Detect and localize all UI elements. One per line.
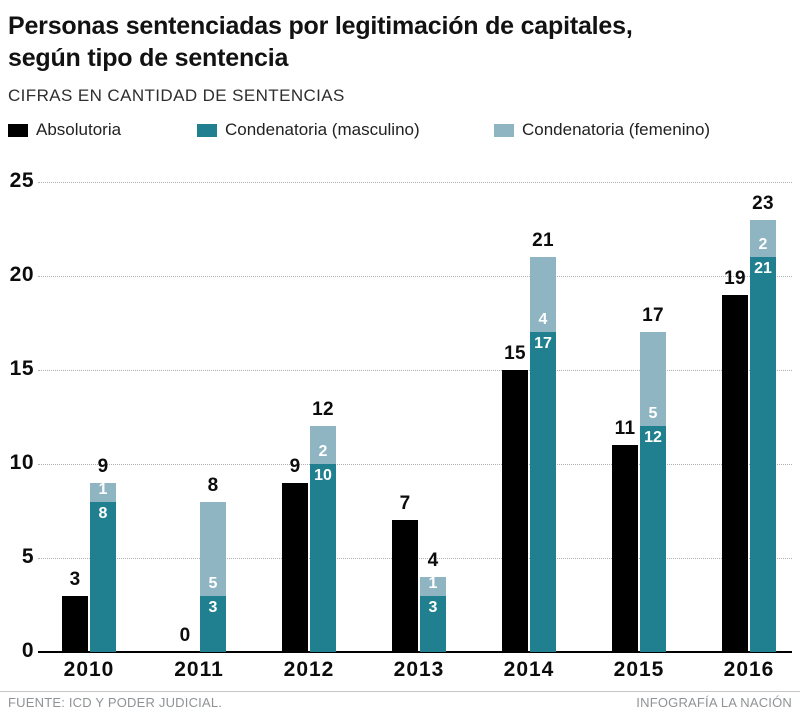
segment-label-femenino-2015: 5 [648,405,658,423]
value-label-total-2014: 21 [532,230,554,252]
segment-label-masculino-2013: 3 [428,598,438,616]
value-label-absolutoria-2010: 3 [69,568,81,590]
segment-label-masculino-2015: 12 [644,429,662,447]
x-axis-category-label-2014: 2014 [503,658,555,681]
bar-segment-femenino-2016 [750,219,776,258]
y-axis-tick-label-20: 20 [9,263,34,286]
legend-label-condenatoria-masculino: Condenatoria (masculino) [225,120,420,139]
value-label-absolutoria-2015: 11 [614,418,636,440]
page-title-line1: Personas sentenciadas por legitimación d… [8,12,633,40]
legend-item-condenatoria-femenino: Condenatoria (femenino) [494,120,711,139]
bar-segment-masculino-2013 [420,595,446,652]
value-label-total-2015: 17 [642,305,664,327]
page-title: Personas sentenciadas por legitimación d… [8,10,792,74]
value-label-absolutoria-2013: 7 [399,493,411,515]
y-axis-tick-label-15: 15 [9,357,34,380]
value-label-total-2016: 23 [752,192,774,214]
segment-label-masculino-2014: 17 [534,335,552,353]
legend-label-condenatoria-femenino: Condenatoria (femenino) [522,120,711,139]
segment-label-femenino-2012: 2 [318,443,328,460]
legend-item-condenatoria-masculino: Condenatoria (masculino) [197,120,420,139]
bar-segment-masculino-2015 [640,426,666,652]
segment-label-masculino-2010: 8 [98,504,108,522]
value-label-total-2010: 9 [97,455,109,477]
bar-segment-masculino-2016 [750,257,776,652]
value-label-absolutoria-2011: 0 [179,625,191,646]
footer-credit: INFOGRAFÍA LA NACIÓN [636,695,792,710]
bar-absolutoria-2012 [282,482,308,652]
y-axis-tick-label-0: 0 [21,639,34,662]
bar-segment-femenino-2014 [530,257,556,333]
value-label-absolutoria-2012: 9 [289,455,301,477]
legend-swatch-condenatoria-masculino [197,123,217,137]
gridline-y15 [38,370,792,371]
x-axis-category-label-2015: 2015 [613,658,665,681]
value-label-total-2012: 12 [312,399,334,421]
value-label-total-2013: 4 [427,549,439,571]
value-label-absolutoria-2014: 15 [504,343,526,364]
bar-segment-femenino-2010 [90,482,116,502]
value-label-absolutoria-2016: 19 [724,267,746,289]
bar-segment-masculino-2014 [530,332,556,652]
bar-segment-masculino-2010 [90,501,116,652]
gridline-y10 [38,464,792,465]
chart-subtitle: CIFRAS EN CANTIDAD DE SENTENCIAS [8,86,345,105]
y-axis-tick-label-10: 10 [9,451,34,474]
segment-label-masculino-2016: 21 [754,260,772,278]
footer-source: FUENTE: ICD Y PODER JUDICIAL. [8,695,223,710]
bar-segment-masculino-2011 [200,595,226,652]
segment-label-femenino-2011: 5 [208,574,218,592]
x-axis-line [38,651,792,653]
page-title-line2: según tipo de sentencia [8,44,289,72]
gridline-y20 [38,276,792,277]
bar-segment-femenino-2012 [310,426,336,464]
segment-label-masculino-2011: 3 [208,598,218,616]
x-axis-category-label-2012: 2012 [283,658,335,681]
y-axis-tick-label-5: 5 [21,545,34,568]
bar-segment-femenino-2013 [420,576,446,596]
bar-absolutoria-2014 [502,370,528,652]
footer-divider [0,691,800,692]
value-label-total-2011: 8 [207,474,219,496]
bar-absolutoria-2016 [722,294,748,652]
legend-swatch-condenatoria-femenino [494,123,514,137]
bar-absolutoria-2013 [392,520,418,652]
bar-segment-femenino-2011 [200,501,226,596]
x-axis-category-label-2010: 2010 [63,658,115,681]
segment-label-femenino-2010: 1 [98,480,108,498]
segment-label-femenino-2016: 2 [758,236,768,254]
segment-label-masculino-2012: 10 [314,467,332,484]
bar-segment-femenino-2015 [640,332,666,427]
x-axis-category-label-2013: 2013 [393,658,445,681]
segment-label-femenino-2013: 1 [428,574,438,592]
legend-label-absolutoria: Absolutoria [36,120,122,139]
legend-item-absolutoria: Absolutoria [8,120,122,139]
x-axis-category-label-2016: 2016 [723,658,775,681]
segment-label-femenino-2014: 4 [538,311,548,329]
gridline-y25 [38,182,792,183]
bar-absolutoria-2010 [62,595,88,652]
bar-absolutoria-2015 [612,445,638,652]
y-axis-tick-label-25: 25 [9,169,34,192]
x-axis-category-label-2011: 2011 [174,658,224,681]
legend-swatch-absolutoria [8,123,28,137]
bar-segment-masculino-2012 [310,464,336,652]
